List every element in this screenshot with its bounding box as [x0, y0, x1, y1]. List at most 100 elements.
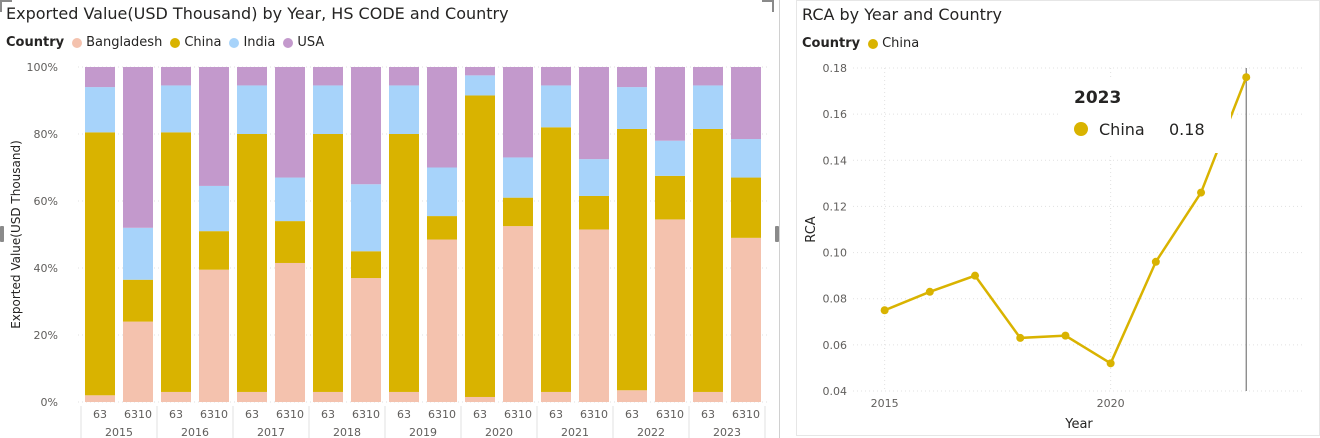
resize-corner-top-right-icon[interactable] — [762, 0, 774, 12]
x-group-label: 2022 — [637, 426, 665, 438]
stacked-bar-legend: Country Bangladesh China India USA — [6, 35, 332, 50]
bar-segment-usa — [389, 67, 419, 86]
bar-segment-india — [465, 75, 495, 96]
resize-handle-left-icon[interactable] — [0, 226, 4, 242]
china-data-point — [1242, 73, 1251, 82]
bar-segment-usa — [427, 67, 457, 168]
bar-segment-bangladesh — [427, 239, 457, 402]
china-data-point — [880, 306, 889, 315]
x-subcategory-label: 6310 — [428, 408, 456, 421]
china-dot-icon — [868, 38, 879, 49]
bar-segment-china — [351, 251, 381, 279]
bar-segment-bangladesh — [275, 262, 305, 402]
x-subcategory-label: 6310 — [656, 408, 684, 421]
legend-title: Country — [802, 36, 861, 51]
tooltip-series-name: China — [1099, 120, 1145, 139]
resize-handle-right-icon[interactable] — [775, 226, 779, 242]
x-subcategory-label: 6310 — [504, 408, 532, 421]
bar-segment-india — [199, 185, 229, 232]
bar-segment-china — [389, 134, 419, 392]
legend-item-india[interactable]: India — [229, 35, 275, 50]
line-chart-panel[interactable]: RCA by Year and Country Country China 0.… — [796, 0, 1320, 436]
tooltip-year: 2023 — [1074, 88, 1121, 108]
bar-segment-usa — [85, 67, 115, 88]
y-tick-label: 0.10 — [823, 247, 848, 260]
usa-dot-icon — [283, 37, 294, 48]
y-tick-label: 80% — [34, 128, 58, 141]
bar-segment-usa — [503, 67, 533, 158]
legend-title: Country — [6, 35, 65, 50]
bar-segment-bangladesh — [123, 321, 153, 402]
bar-segment-usa — [655, 67, 685, 141]
bar-segment-usa — [313, 67, 343, 86]
bar-segment-china — [427, 216, 457, 240]
y-tick-label: 0.18 — [823, 62, 848, 75]
china-data-point — [1151, 257, 1160, 266]
legend-label: China — [882, 36, 920, 51]
y-axis-label: Exported Value(USD Thousand) — [9, 140, 23, 329]
x-axis-label: Year — [1064, 417, 1093, 432]
bar-segment-india — [123, 227, 153, 280]
bar-segment-usa — [275, 67, 305, 178]
bar-segment-bangladesh — [541, 391, 571, 402]
y-tick-label: 60% — [34, 195, 58, 208]
bar-segment-bangladesh — [237, 391, 267, 402]
x-group-label: 2021 — [561, 426, 589, 438]
bar-segment-india — [617, 87, 647, 129]
y-tick-label: 20% — [34, 329, 58, 342]
x-subcategory-label: 63 — [245, 408, 259, 421]
legend-item-china[interactable]: China — [170, 35, 221, 50]
china-data-point — [971, 271, 980, 280]
bar-segment-china — [123, 279, 153, 322]
legend-item-china[interactable]: China — [868, 36, 919, 51]
bar-segment-china — [503, 197, 533, 227]
bar-segment-china — [275, 221, 305, 263]
stacked-bar-panel[interactable]: Exported Value(USD Thousand) by Year, HS… — [0, 0, 779, 438]
bar-segment-bangladesh — [465, 396, 495, 402]
stacked-bar-chart: 0% 20% 40% 60% 80% 100% Exported Value(USD Tho… — [9, 61, 768, 438]
legend-item-usa[interactable]: USA — [283, 35, 324, 50]
line-chart-title: RCA by Year and Country — [802, 5, 1002, 24]
y-tick-label: 0.04 — [823, 385, 848, 398]
bar-segment-bangladesh — [693, 391, 723, 402]
india-dot-icon — [229, 37, 240, 48]
y-tick-label: 0.14 — [823, 154, 848, 167]
bar-segment-china — [617, 128, 647, 391]
bar-segment-india — [427, 167, 457, 217]
bar-segment-china — [655, 175, 685, 220]
x-subcategory-label: 63 — [321, 408, 335, 421]
bar-segment-india — [731, 139, 761, 178]
x-tick-label: 2015 — [871, 397, 899, 410]
bar-segment-usa — [693, 67, 723, 86]
tooltip-value: 0.18 — [1169, 120, 1205, 139]
x-group-label: 2017 — [257, 426, 285, 438]
bar-segment-india — [693, 85, 723, 129]
resize-corner-top-left-icon[interactable] — [0, 0, 12, 12]
x-subcategory-label: 63 — [169, 408, 183, 421]
line-chart-legend: Country China — [802, 36, 927, 51]
x-group-label: 2016 — [181, 426, 209, 438]
y-axis-label: RCA — [804, 216, 819, 242]
x-subcategory-label: 6310 — [276, 408, 304, 421]
bangladesh-dot-icon — [72, 37, 83, 48]
bar-segment-bangladesh — [655, 219, 685, 402]
x-group-label: 2020 — [485, 426, 513, 438]
x-subcategory-label: 6310 — [200, 408, 228, 421]
x-subcategory-label: 63 — [549, 408, 563, 421]
legend-item-bangladesh[interactable]: Bangladesh — [72, 35, 162, 50]
bar-segment-china — [161, 132, 191, 392]
bar-segment-india — [237, 85, 267, 134]
bar-segment-china — [85, 132, 115, 396]
bar-segment-india — [351, 184, 381, 252]
bar-segment-bangladesh — [161, 391, 191, 402]
tooltip-background — [1059, 79, 1231, 153]
bar-segment-bangladesh — [199, 269, 229, 402]
bar-segment-bangladesh — [389, 391, 419, 402]
bar-segment-china — [465, 95, 495, 397]
legend-label: India — [243, 35, 276, 50]
bar-segment-usa — [351, 67, 381, 185]
bar-segment-india — [579, 159, 609, 196]
bar-segment-bangladesh — [85, 395, 115, 402]
legend-label: USA — [297, 35, 325, 50]
bar-segment-india — [161, 85, 191, 133]
